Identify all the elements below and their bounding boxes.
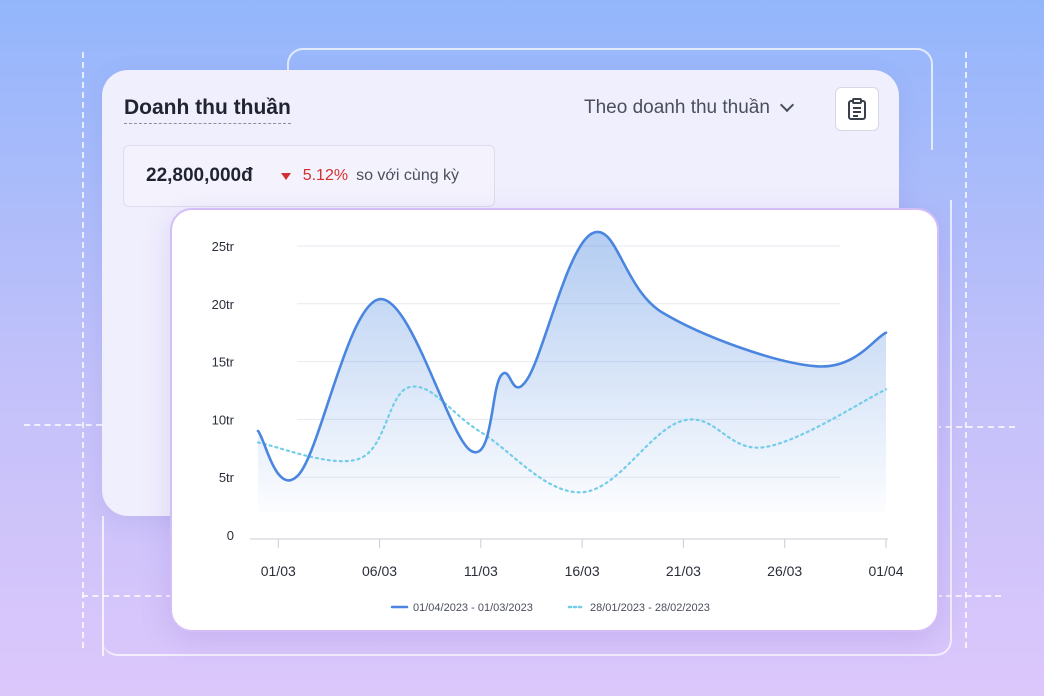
legend-label: 28/01/2023 - 28/02/2023 bbox=[590, 602, 710, 614]
x-tick-label: 21/03 bbox=[666, 563, 701, 579]
clipboard-icon bbox=[848, 98, 866, 120]
x-tick-label: 01/04 bbox=[868, 563, 903, 579]
y-tick-label: 20tr bbox=[212, 297, 235, 312]
x-tick-label: 11/03 bbox=[464, 563, 498, 579]
guide-line bbox=[82, 52, 84, 648]
x-tick-label: 16/03 bbox=[565, 563, 600, 579]
y-tick-label: 0 bbox=[227, 528, 234, 543]
metric-compare-label: so với cùng kỳ bbox=[356, 167, 460, 184]
primary-series-line bbox=[256, 230, 888, 482]
x-tick-label: 06/03 bbox=[362, 563, 397, 579]
x-tick-label: 26/03 bbox=[767, 563, 802, 579]
report-button[interactable] bbox=[835, 87, 879, 131]
line-chart: 0 5tr 10tr 15tr 20tr 25tr 01/03 06/03 11/03 16/03… bbox=[212, 230, 904, 614]
series-area bbox=[258, 231, 886, 512]
filter-label: Theo doanh thu thuần bbox=[584, 97, 770, 118]
guide-line bbox=[24, 424, 102, 426]
chart-card: 0 5tr 10tr 15tr 20tr 25tr 01/03 06/03 11/03 16/03… bbox=[170, 208, 939, 632]
metric-filter-dropdown[interactable]: Theo doanh thu thuần bbox=[584, 97, 795, 119]
metric-summary: 22,800,000đ 5.12% so với cùng kỳ bbox=[123, 145, 495, 207]
guide-line bbox=[102, 516, 104, 656]
triangle-down-icon bbox=[280, 172, 291, 180]
y-tick-label: 10tr bbox=[212, 412, 235, 427]
metric-value: 22,800,000đ bbox=[146, 165, 253, 186]
guide-line bbox=[965, 52, 967, 648]
comparison-series-line bbox=[256, 385, 888, 494]
guide-line bbox=[82, 595, 172, 597]
y-tick-label: 5tr bbox=[219, 470, 235, 485]
y-tick-label: 15tr bbox=[212, 355, 235, 370]
guide-line bbox=[936, 595, 1001, 597]
guide-line bbox=[935, 426, 1015, 428]
legend-label: 01/04/2023 - 01/03/2023 bbox=[413, 602, 533, 614]
card-title: Doanh thu thuần bbox=[124, 96, 291, 124]
y-tick-label: 25tr bbox=[212, 239, 235, 254]
decorative-frame bbox=[102, 200, 952, 656]
x-tick-label: 01/03 bbox=[261, 563, 296, 579]
chevron-down-icon bbox=[779, 97, 795, 113]
metric-change: 5.12% bbox=[302, 167, 349, 184]
